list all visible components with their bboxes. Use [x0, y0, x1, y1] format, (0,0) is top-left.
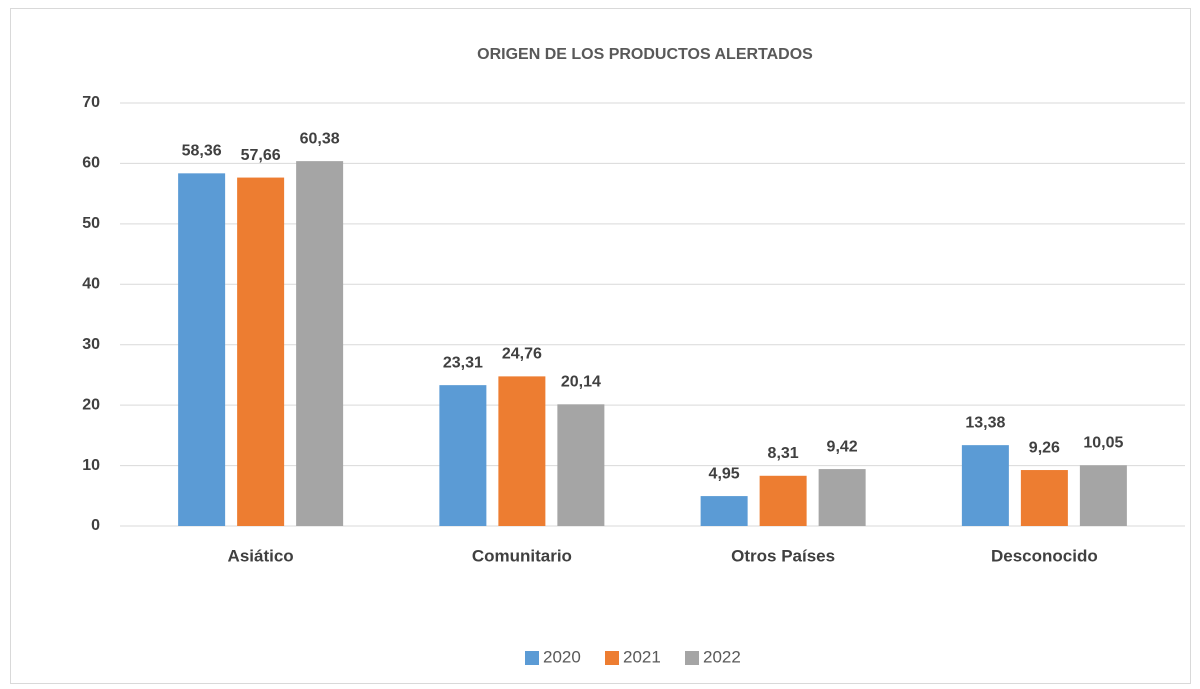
data-label: 13,38: [965, 414, 1005, 431]
data-label: 10,05: [1083, 434, 1123, 451]
bar: [178, 173, 226, 526]
bar: [557, 404, 605, 526]
y-tick-label: 60: [82, 155, 100, 172]
bar: [296, 161, 344, 527]
bar: [818, 469, 866, 526]
bar: [961, 445, 1009, 526]
data-label: 24,76: [502, 346, 542, 363]
y-tick-label: 10: [82, 457, 100, 474]
x-tick-label: Desconocido: [991, 546, 1098, 565]
data-label: 23,31: [443, 354, 483, 371]
x-tick-label: Otros Países: [731, 546, 835, 565]
data-label: 20,14: [561, 374, 601, 391]
bar: [700, 496, 748, 526]
bar: [759, 475, 807, 526]
legend-swatch: [605, 651, 619, 665]
bar: [1020, 470, 1068, 526]
y-tick-label: 0: [91, 517, 100, 534]
y-tick-label: 50: [82, 215, 100, 232]
chart-title: ORIGEN DE LOS PRODUCTOS ALERTADOS: [477, 46, 813, 63]
legend-label: 2022: [703, 647, 741, 666]
x-tick-label: Comunitario: [472, 546, 572, 565]
data-label: 9,42: [827, 438, 858, 455]
bar: [1079, 465, 1127, 526]
data-label: 8,31: [768, 445, 799, 462]
data-label: 9,26: [1029, 439, 1060, 456]
data-label: 4,95: [709, 465, 740, 482]
legend-swatch: [525, 651, 539, 665]
legend-swatch: [685, 651, 699, 665]
data-label: 58,36: [182, 143, 222, 160]
y-tick-label: 30: [82, 336, 100, 353]
data-label: 57,66: [241, 147, 281, 164]
bar: [439, 385, 487, 526]
y-tick-label: 40: [82, 276, 100, 293]
legend-label: 2021: [623, 647, 661, 666]
legend-label: 2020: [543, 647, 581, 666]
x-tick-label: Asiático: [228, 546, 294, 565]
bar: [237, 177, 285, 527]
y-tick-label: 70: [82, 94, 100, 111]
bar: [498, 376, 546, 526]
data-label: 60,38: [300, 130, 340, 147]
y-tick-label: 20: [82, 396, 100, 413]
